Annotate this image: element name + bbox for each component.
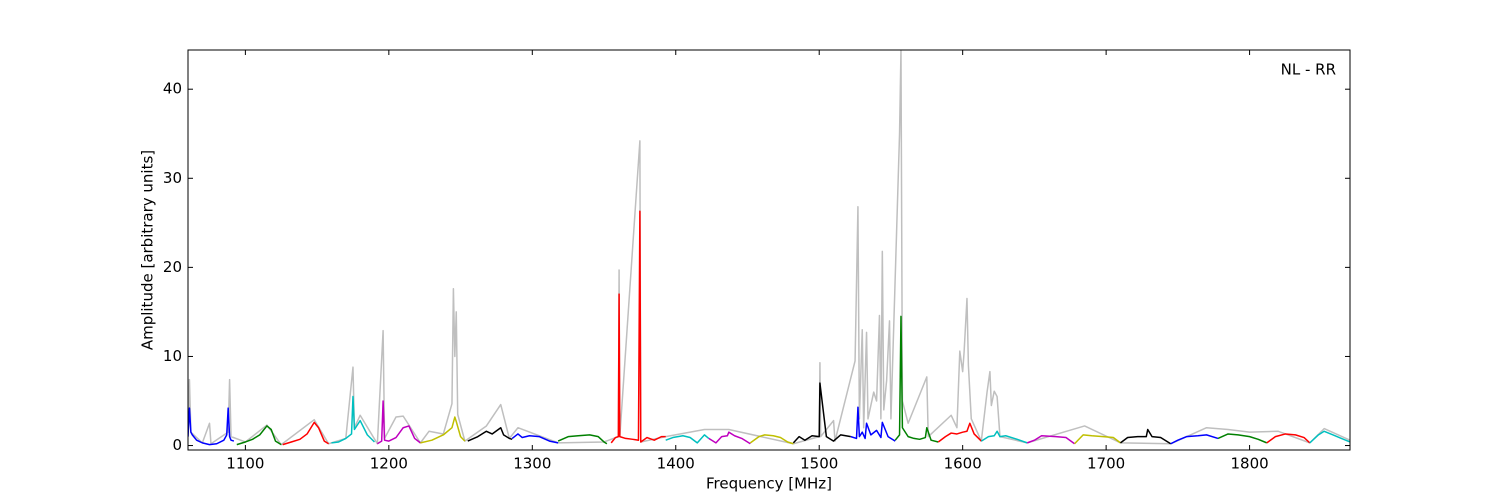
series-line bbox=[610, 210, 666, 444]
series-line bbox=[980, 430, 1028, 444]
annotation: NL - RR bbox=[1281, 61, 1336, 79]
axes-frame bbox=[187, 49, 1351, 451]
series-line bbox=[1026, 435, 1075, 445]
series-line bbox=[749, 434, 794, 445]
x-tick-label: 1200 bbox=[370, 455, 408, 473]
y-tick-label: 30 bbox=[163, 169, 182, 187]
x-axis-label: Frequency [MHz] bbox=[706, 475, 832, 493]
y-axis-label: Amplitude [arbitrary units] bbox=[139, 150, 157, 350]
y-tick-label: 10 bbox=[163, 347, 182, 365]
series-line bbox=[1170, 434, 1219, 445]
series-line bbox=[236, 425, 282, 446]
series-line bbox=[511, 433, 559, 444]
plot-area bbox=[188, 50, 1350, 446]
x-tick-label: 1300 bbox=[513, 455, 551, 473]
x-tick-label: 1800 bbox=[1230, 455, 1268, 473]
series-line bbox=[1217, 433, 1268, 444]
series-line bbox=[557, 434, 608, 445]
x-tick-label: 1700 bbox=[1087, 455, 1125, 473]
series-line bbox=[467, 426, 513, 442]
series-line bbox=[708, 431, 751, 445]
x-tick-label: 1600 bbox=[944, 455, 982, 473]
series-line bbox=[188, 50, 1350, 446]
x-tick-label: 1400 bbox=[657, 455, 695, 473]
series-line bbox=[331, 395, 376, 444]
series-line bbox=[850, 406, 896, 442]
series-line bbox=[1309, 430, 1350, 444]
series-line bbox=[376, 400, 421, 445]
series-line bbox=[1074, 434, 1121, 445]
y-tick-label: 0 bbox=[172, 436, 182, 454]
series-line bbox=[420, 416, 466, 444]
series-line bbox=[665, 434, 710, 444]
series-line bbox=[1266, 433, 1311, 444]
series-line bbox=[937, 422, 982, 443]
y-tick-label: 40 bbox=[163, 80, 182, 98]
series-line bbox=[188, 407, 235, 446]
series-line bbox=[282, 421, 329, 446]
series-line bbox=[792, 382, 851, 444]
series-line bbox=[894, 315, 939, 443]
x-tick-label: 1100 bbox=[226, 455, 264, 473]
x-tick-label: 1500 bbox=[800, 455, 838, 473]
series-line bbox=[1120, 428, 1172, 445]
y-tick-label: 20 bbox=[163, 258, 182, 276]
